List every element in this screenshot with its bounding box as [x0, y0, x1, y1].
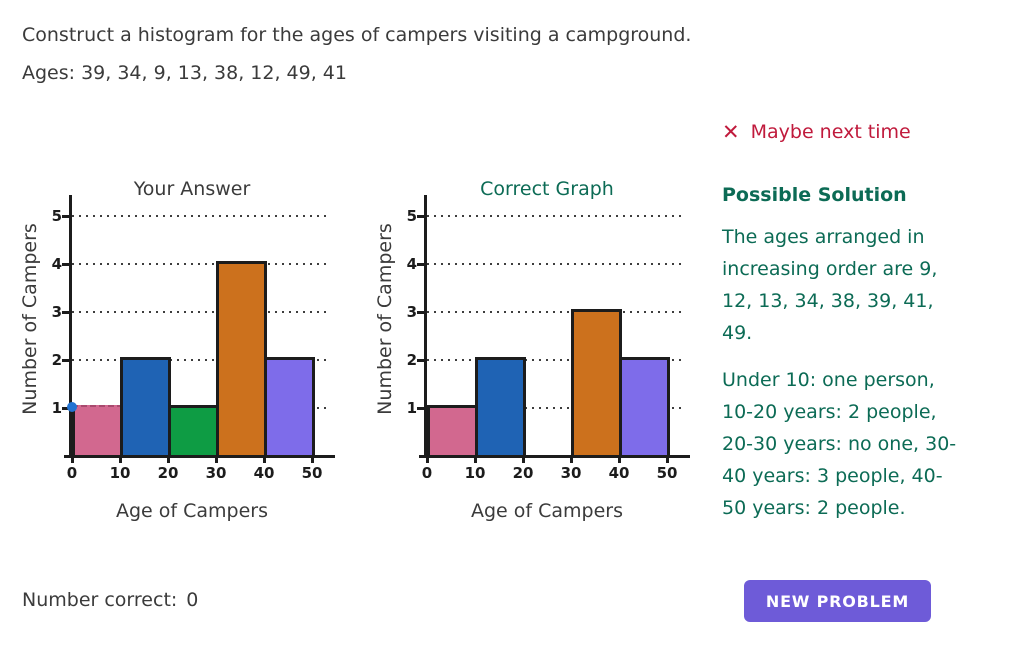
x-tick-mark: [666, 458, 669, 463]
score-label: Number correct:: [22, 589, 178, 611]
y-tick-label: 1: [51, 399, 62, 417]
x-tick-label: 20: [157, 464, 179, 482]
gridline-y2: [72, 359, 330, 361]
x-tick-label: 0: [66, 464, 78, 482]
score-value: 0: [186, 589, 199, 611]
score-text: Number correct: 0: [22, 589, 198, 611]
incorrect-x-icon: ✕: [722, 119, 740, 144]
feedback-text: Maybe next time: [750, 121, 911, 143]
gridline-y3: [72, 311, 330, 313]
question-data-text: Ages: 39, 34, 9, 13, 38, 12, 49, 41: [22, 62, 347, 84]
x-tick-mark: [426, 458, 429, 463]
x-tick-mark: [215, 458, 218, 463]
new-problem-button[interactable]: NEW PROBLEM: [744, 580, 931, 622]
x-axis-label: Age of Campers: [470, 500, 624, 522]
gridline-y1: [427, 407, 685, 409]
x-tick-mark: [311, 458, 314, 463]
y-tick-label: 5: [51, 207, 62, 225]
solution-paragraph-counts: Under 10: one person, 10-20 years: 2 peo…: [722, 369, 957, 519]
y-tick-label: 4: [51, 255, 62, 273]
correct-graph-chart: Correct Graph Number of Campers Age of C…: [355, 170, 705, 535]
x-axis: [419, 455, 690, 458]
your-answer-chart[interactable]: Your Answer Number of Campers Age of Cam…: [0, 170, 350, 535]
y-tick-mark: [62, 311, 69, 314]
solution-heading: Possible Solution: [722, 184, 907, 206]
x-tick-mark: [263, 458, 266, 463]
histogram-bar-0-10[interactable]: [72, 405, 123, 458]
chart-title-correct-graph: Correct Graph: [480, 178, 614, 200]
y-tick-mark: [62, 359, 69, 362]
histogram-bar-0-10: [427, 405, 478, 458]
x-tick-mark: [570, 458, 573, 463]
chart-title-your-answer: Your Answer: [133, 178, 251, 200]
x-tick-label: 10: [464, 464, 486, 482]
gridline-y2: [427, 359, 685, 361]
y-tick-mark: [417, 359, 424, 362]
histogram-bar-30-40[interactable]: [216, 261, 267, 458]
histogram-bar-40-50: [619, 357, 670, 458]
histogram-bar-30-40: [571, 309, 622, 458]
y-tick-label: 3: [406, 303, 417, 321]
y-tick-label: 2: [406, 351, 417, 369]
possible-solution-panel: Possible Solution The ages arranged in i…: [722, 184, 960, 524]
x-tick-label: 40: [608, 464, 630, 482]
gridline-y3: [427, 311, 685, 313]
histogram-bar-40-50[interactable]: [264, 357, 315, 458]
x-tick-label: 10: [109, 464, 131, 482]
x-tick-mark: [71, 458, 74, 463]
y-tick-label: 4: [406, 255, 417, 273]
x-tick-label: 0: [421, 464, 433, 482]
x-tick-mark: [474, 458, 477, 463]
x-tick-mark: [522, 458, 525, 463]
y-tick-mark: [417, 311, 424, 314]
y-tick-label: 3: [51, 303, 62, 321]
y-tick-label: 5: [406, 207, 417, 225]
x-tick-mark: [618, 458, 621, 463]
x-tick-label: 20: [512, 464, 534, 482]
histogram-bar-10-20: [475, 357, 526, 458]
x-tick-label: 50: [301, 464, 323, 482]
y-tick-mark: [62, 407, 69, 410]
histogram-bar-10-20[interactable]: [120, 357, 171, 458]
gridline-y5: [427, 215, 685, 217]
question-text: Construct a histogram for the ages of ca…: [22, 24, 692, 46]
gridline-y4: [72, 263, 330, 265]
x-axis-label: Age of Campers: [115, 500, 269, 522]
drag-handle[interactable]: [67, 402, 77, 412]
y-tick-mark: [62, 263, 69, 266]
x-tick-mark: [167, 458, 170, 463]
y-tick-mark: [417, 215, 424, 218]
solution-paragraph-order: The ages arranged in increasing order ar…: [722, 226, 938, 344]
y-tick-mark: [62, 215, 69, 218]
x-tick-label: 30: [205, 464, 227, 482]
x-tick-label: 40: [253, 464, 275, 482]
x-tick-mark: [119, 458, 122, 463]
y-axis: [424, 195, 427, 458]
gridline-y5: [72, 215, 330, 217]
gridline-y4: [427, 263, 685, 265]
y-tick-mark: [417, 263, 424, 266]
feedback-message: ✕ Maybe next time: [722, 121, 911, 143]
y-tick-mark: [417, 407, 424, 410]
x-tick-label: 50: [656, 464, 678, 482]
y-axis: [69, 195, 72, 458]
x-tick-label: 30: [560, 464, 582, 482]
y-tick-label: 2: [51, 351, 62, 369]
y-tick-label: 1: [406, 399, 417, 417]
histogram-bar-20-30[interactable]: [168, 405, 219, 458]
